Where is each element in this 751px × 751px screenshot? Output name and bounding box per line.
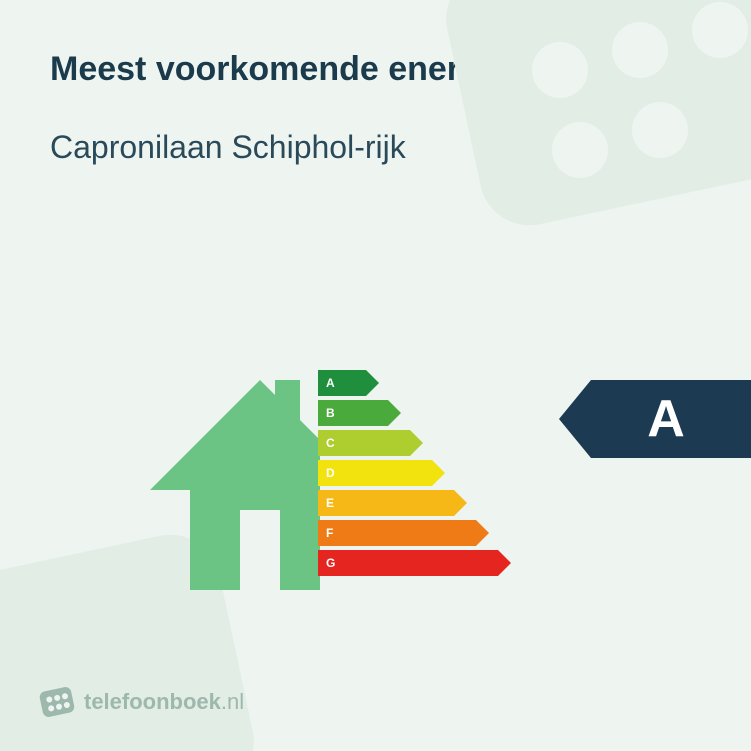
energy-bar-label: G — [318, 550, 498, 576]
energy-bar: B — [318, 400, 511, 426]
energy-bar-label: C — [318, 430, 410, 456]
footer-brand-light: .nl — [221, 689, 244, 714]
energy-bar-label: D — [318, 460, 432, 486]
phonebook-icon — [37, 685, 76, 719]
house-icon — [150, 380, 320, 590]
energy-bar-label: F — [318, 520, 476, 546]
footer-brand-bold: telefoonboek — [84, 689, 221, 714]
energy-bar: A — [318, 370, 511, 396]
energy-bar-tip — [498, 550, 511, 576]
energy-bar-tip — [476, 520, 489, 546]
energy-bar-label: E — [318, 490, 454, 516]
result-letter: A — [591, 380, 751, 458]
energy-bar: F — [318, 520, 511, 546]
card-subtitle: Capronilaan Schiphol-rijk — [50, 129, 701, 166]
card-title: Meest voorkomende energielabel: — [50, 50, 701, 89]
energy-label-card: Meest voorkomende energielabel: Capronil… — [0, 0, 751, 751]
energy-bar-label: B — [318, 400, 388, 426]
footer-brand: telefoonboek.nl — [40, 688, 244, 716]
energy-bar: D — [318, 460, 511, 486]
result-badge: A — [559, 380, 751, 458]
footer-text: telefoonboek.nl — [84, 689, 244, 715]
energy-bar: C — [318, 430, 511, 456]
energy-bar: G — [318, 550, 511, 576]
energy-bar-tip — [388, 400, 401, 426]
energy-bar-tip — [432, 460, 445, 486]
energy-bars: ABCDEFG — [318, 370, 511, 580]
result-badge-arrow — [559, 380, 591, 458]
energy-bar-label: A — [318, 370, 366, 396]
energy-bar: E — [318, 490, 511, 516]
energy-bar-tip — [454, 490, 467, 516]
energy-bar-tip — [366, 370, 379, 396]
energy-bar-tip — [410, 430, 423, 456]
